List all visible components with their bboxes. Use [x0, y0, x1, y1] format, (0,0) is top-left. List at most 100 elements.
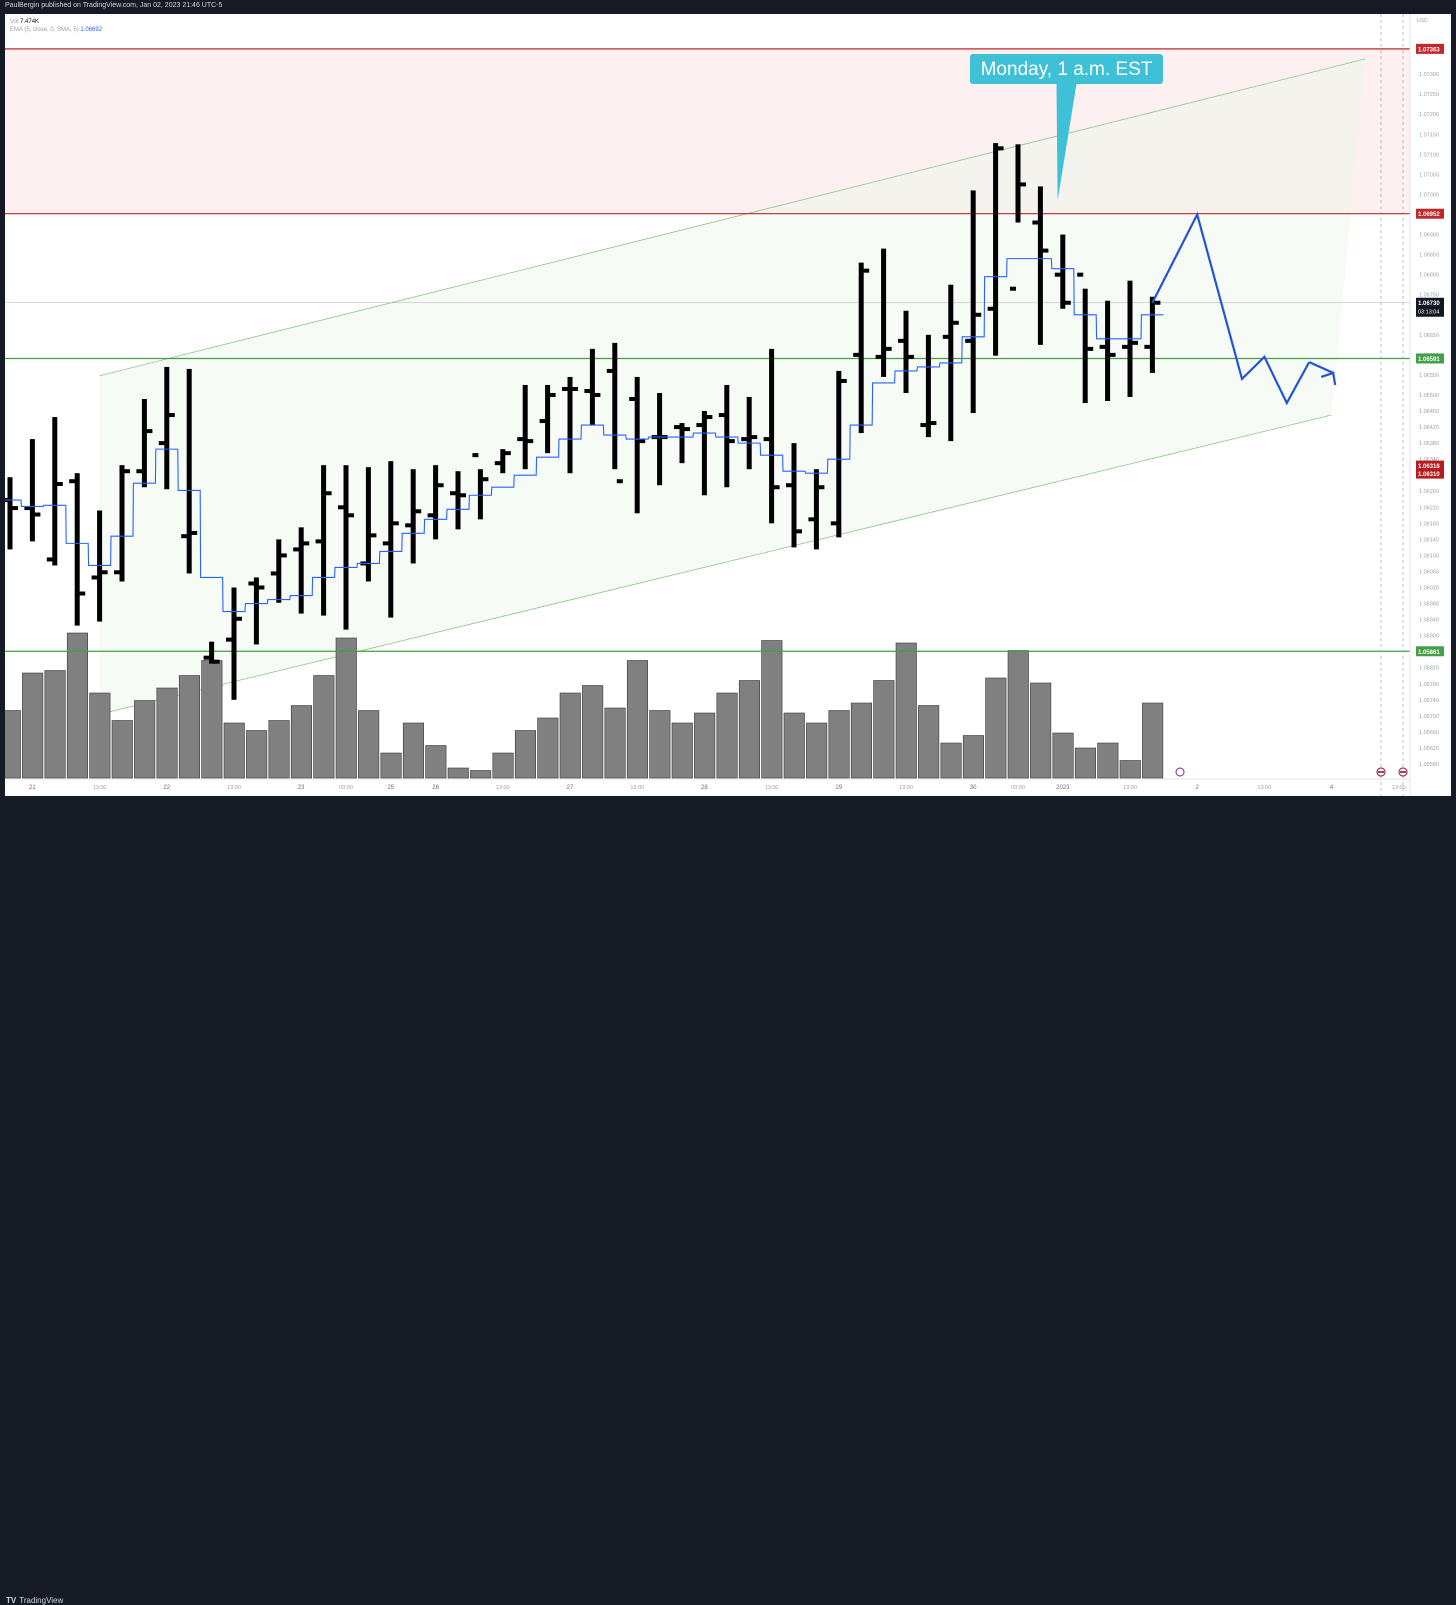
price-tick-label: 1.06020 [1419, 586, 1439, 592]
ohlc-bar [52, 417, 58, 566]
price-tick-label: 1.07300 [1419, 72, 1439, 78]
price-scale: USD 1.07300 1.07250 1.07200 1.07150 1.07100 1.… [1409, 14, 1451, 796]
ohlc-close-tick [415, 509, 422, 514]
ohlc-bar [612, 342, 618, 470]
volume-bar [582, 685, 604, 779]
price-tick-label: 1.06650 [1419, 333, 1439, 339]
volume-bar [447, 767, 469, 779]
ohlc-open-tick [741, 437, 748, 442]
ohlc-bar [791, 443, 797, 548]
time-tick-label: 30 [970, 785, 977, 791]
projection-arrow-icon [1320, 371, 1337, 386]
time-tick-label: 13:00 [496, 785, 510, 791]
ohlc-bar [657, 392, 663, 486]
ohlc-bar [410, 469, 416, 564]
ohlc-close-tick [1064, 300, 1071, 305]
volume-bar [156, 687, 178, 779]
volume-bar [1097, 742, 1119, 779]
volume-bar [962, 735, 985, 779]
volume-bar [537, 717, 559, 779]
volume-bar [1074, 747, 1096, 779]
price-tick-label: 1.06220 [1419, 505, 1439, 511]
ohlc-close-tick [616, 479, 623, 484]
ohlc-bar [724, 384, 730, 488]
ohlc-open-tick [1054, 272, 1061, 277]
ohlc-close-tick [236, 616, 242, 621]
volume-bar [201, 660, 223, 779]
ohlc-close-tick [303, 541, 310, 546]
ohlc-open-tick [920, 423, 927, 428]
ohlc-open-tick [584, 388, 591, 393]
ohlc-close-tick [728, 439, 735, 444]
ohlc-close-tick [460, 493, 466, 498]
ohlc-bar [903, 310, 909, 393]
ohlc-close-tick [504, 451, 511, 456]
price-tick-label: 1.05660 [1419, 730, 1439, 736]
volume-bar [178, 675, 200, 779]
volume-bar [470, 770, 492, 779]
support-price-badge-bg [1416, 646, 1444, 657]
volume-legend: Vol 7.474K [10, 19, 39, 25]
ohlc-bar [119, 465, 125, 582]
time-tick-label: 23 [298, 785, 305, 791]
ohlc-close-tick [482, 477, 489, 482]
ohlc-close-tick [751, 435, 758, 440]
time-tick-label: 13:00 [1123, 785, 1137, 791]
ohlc-open-tick [24, 506, 31, 511]
ohlc-bar [925, 334, 931, 438]
volume-bar [111, 720, 133, 779]
resistance-price-badge-bg [1416, 43, 1444, 54]
price-tick-label: 1.06180 [1419, 521, 1439, 527]
ohlc-bar [298, 527, 304, 614]
bolt-icon[interactable] [1175, 767, 1185, 777]
chart-panel[interactable]: Monday, 1 a.m. EST USD 1.07300 1.07250 1.072… [0, 14, 1451, 796]
price-tick-label: 1.07250 [1419, 92, 1439, 98]
ohlc-open-tick [786, 483, 792, 488]
marker-price-badge: 1.06318 [1418, 464, 1440, 470]
ohlc-bar [365, 467, 371, 582]
ohlc-close-tick [818, 485, 825, 490]
ohlc-bar [701, 411, 707, 496]
ohlc-open-tick [674, 425, 680, 430]
ohlc-bar [343, 465, 349, 630]
volume-bar [492, 752, 514, 779]
ema-legend-label: EMA (5, close, 0, SMA, 5) [10, 27, 79, 33]
ohlc-bar [1015, 144, 1021, 223]
ohlc-open-tick [696, 423, 703, 428]
volume-bar [425, 745, 447, 779]
price-tick-label: 1.06420 [1419, 425, 1439, 431]
ohlc-open-tick [942, 334, 949, 339]
volume-bar [985, 677, 1007, 779]
ohlc-close-tick [348, 513, 354, 518]
ohlc-bar [1060, 234, 1066, 309]
tradingview-logo[interactable]: TV TradingView [6, 1596, 63, 1605]
ohlc-close-tick [1020, 182, 1026, 187]
ohlc-open-tick [181, 534, 188, 539]
price-chart[interactable]: Monday, 1 a.m. EST USD 1.07300 1.07250 1.072… [0, 14, 1451, 796]
ohlc-bar [679, 423, 685, 464]
projection-final-leg [1308, 361, 1334, 374]
ohlc-open-tick [808, 517, 815, 522]
resistance-price-badge-bg [1416, 208, 1444, 219]
volume-bar [1052, 732, 1074, 779]
ohlc-open-tick [293, 547, 300, 552]
ohlc-bar [7, 477, 13, 550]
price-tick-label: 1.06060 [1419, 569, 1439, 575]
volume-legend-label: Vol [10, 19, 19, 25]
ohlc-close-tick [79, 591, 86, 596]
marker-price-badge: 1.06310 [1418, 472, 1440, 478]
ohlc-close-tick [146, 429, 153, 434]
time-tick-label: 09:00 [1011, 785, 1025, 791]
time-tick-label: 13:00 [227, 785, 241, 791]
ohlc-bar [186, 368, 192, 574]
ohlc-close-tick [885, 346, 892, 351]
ohlc-close-tick [258, 585, 265, 590]
support-price-badge: 1.06591 [1418, 357, 1440, 363]
callout-text: Monday, 1 a.m. EST [981, 59, 1153, 80]
price-tick-label: 1.05900 [1419, 634, 1439, 640]
ohlc-open-tick [226, 637, 232, 642]
ohlc-close-tick [101, 570, 108, 575]
price-tick-label: 1.06500 [1419, 393, 1439, 399]
ohlc-bar [1105, 300, 1111, 402]
ohlc-open-tick [539, 419, 546, 424]
